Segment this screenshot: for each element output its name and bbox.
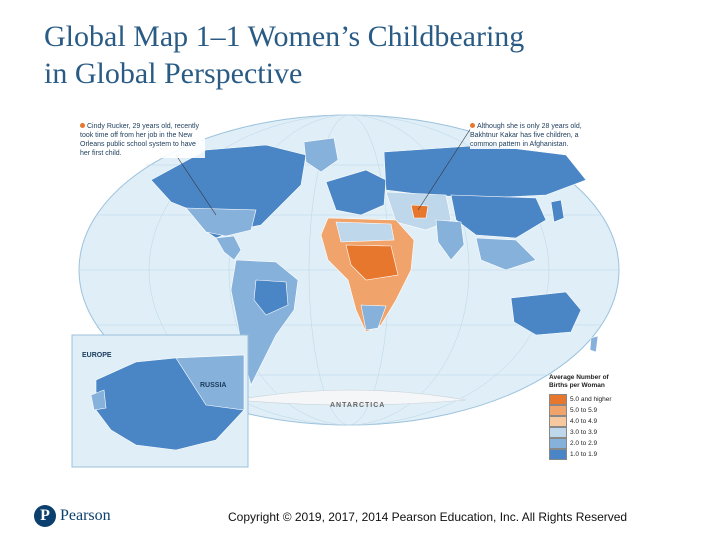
legend-swatch — [549, 427, 567, 438]
callout-marker-icon — [470, 123, 475, 128]
china — [450, 194, 547, 239]
legend-label: 5.0 to 5.9 — [570, 407, 598, 414]
southern-africa — [360, 304, 387, 331]
japan — [550, 199, 565, 223]
north-africa — [335, 221, 395, 243]
australia — [510, 291, 582, 336]
callout-marker-icon — [80, 123, 85, 128]
callout-left: Cindy Rucker, 29 years old, recently too… — [80, 122, 205, 158]
world-map — [66, 110, 626, 472]
page-title: Global Map 1–1 Women’s Childbearing in G… — [44, 18, 684, 92]
europe-inset-russia — [175, 354, 245, 411]
central-africa — [345, 244, 399, 281]
legend-swatch — [549, 405, 567, 416]
legend-item: 5.0 to 5.9 — [549, 405, 629, 416]
pearson-logo-text: Pearson — [60, 507, 111, 524]
callout-left-text: Cindy Rucker, 29 years old, recently too… — [80, 123, 200, 157]
afghanistan — [410, 204, 429, 219]
legend-label: 1.0 to 1.9 — [570, 451, 598, 458]
europe-inset-uk — [90, 389, 107, 411]
southeast-asia — [475, 237, 537, 271]
legend-item: 2.0 to 2.9 — [549, 438, 629, 449]
inset-russia-label: RUSSIA — [200, 382, 227, 389]
callout-right-leader — [417, 127, 472, 211]
united-states — [185, 207, 257, 237]
india — [435, 219, 465, 261]
map-legend: Average Number of Births per Woman 5.0 a… — [549, 374, 629, 460]
copyright-notice: Copyright © 2019, 2017, 2014 Pearson Edu… — [228, 510, 628, 524]
title-line-1: Global Map 1–1 Women’s Childbearing — [44, 20, 525, 53]
title-line-2: in Global Perspective — [44, 57, 303, 90]
callout-right: Although she is only 28 years old, Bakht… — [470, 122, 595, 149]
legend-item: 3.0 to 3.9 — [549, 427, 629, 438]
legend-swatch — [549, 394, 567, 405]
new-zealand — [589, 335, 599, 353]
callout-left-leader — [175, 154, 217, 216]
pearson-logo: P Pearson — [34, 505, 111, 527]
inset-europe-label: EUROPE — [82, 352, 112, 359]
antarctica — [235, 389, 467, 406]
central-america — [215, 235, 242, 261]
world-map-graphic — [71, 114, 620, 468]
legend-label: 4.0 to 4.9 — [570, 418, 598, 425]
legend-label: 2.0 to 2.9 — [570, 440, 598, 447]
antarctica-label: ANTARCTICA — [330, 402, 386, 409]
legend-swatch — [549, 449, 567, 460]
legend-item: 1.0 to 1.9 — [549, 449, 629, 460]
europe — [325, 169, 387, 216]
greenland — [303, 137, 339, 173]
legend-swatch — [549, 416, 567, 427]
callout-right-text: Although she is only 28 years old, Bakht… — [470, 123, 582, 148]
legend-label: 5.0 and higher — [570, 396, 612, 403]
pearson-logo-icon: P — [34, 505, 56, 527]
legend-swatch — [549, 438, 567, 449]
legend-item: 5.0 and higher — [549, 394, 629, 405]
legend-title: Average Number of Births per Woman — [549, 374, 609, 389]
legend-label: 3.0 to 3.9 — [570, 429, 598, 436]
brazil — [253, 279, 289, 316]
legend-item: 4.0 to 4.9 — [549, 416, 629, 427]
russia — [383, 144, 587, 199]
